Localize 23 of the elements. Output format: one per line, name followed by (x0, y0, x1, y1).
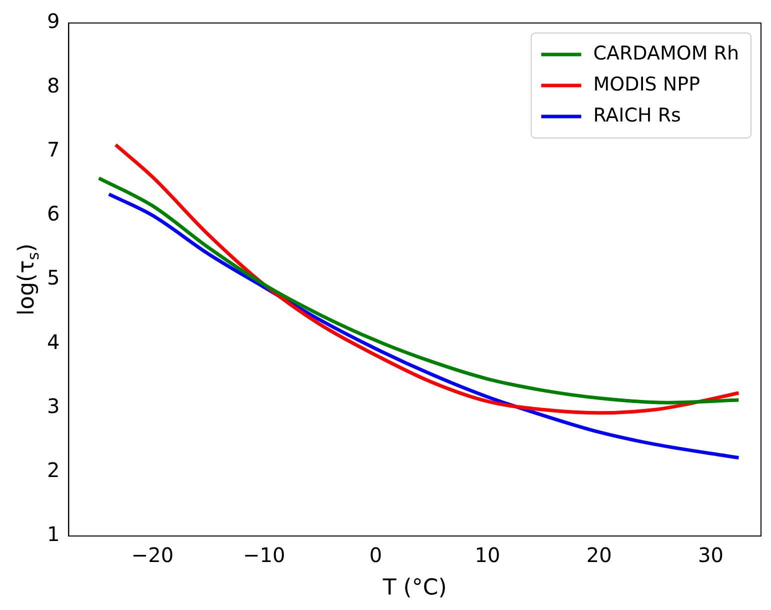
legend-label: CARDAMOM Rh (593, 42, 740, 64)
y-axis-title: log(τs) (14, 244, 43, 316)
x-tick-label: 10 (474, 543, 500, 568)
y-tick-label: 1 (46, 522, 60, 546)
legend-label: RAICH Rs (593, 104, 681, 126)
legend-label: MODIS NPP (593, 73, 700, 96)
y-tick-label: 2 (46, 458, 60, 482)
x-tick-label: 30 (698, 543, 724, 568)
y-tick-label: 6 (46, 202, 60, 226)
y-tick-label: 8 (46, 73, 60, 98)
y-tick-label: 4 (46, 330, 60, 354)
x-tick-label: −10 (243, 543, 286, 568)
line-series (97, 176, 740, 404)
line-series (114, 143, 740, 415)
y-tick-label: 9 (46, 9, 60, 34)
x-axis-title: T (°C) (382, 576, 447, 601)
line-series (107, 192, 740, 460)
y-tick-label: 3 (46, 394, 60, 418)
y-tick-label: 7 (46, 137, 60, 162)
x-tick-label: 20 (586, 543, 612, 568)
y-tick-label: 5 (46, 266, 60, 290)
x-tick-label: 0 (369, 543, 382, 568)
x-tick-label: −20 (131, 543, 174, 568)
